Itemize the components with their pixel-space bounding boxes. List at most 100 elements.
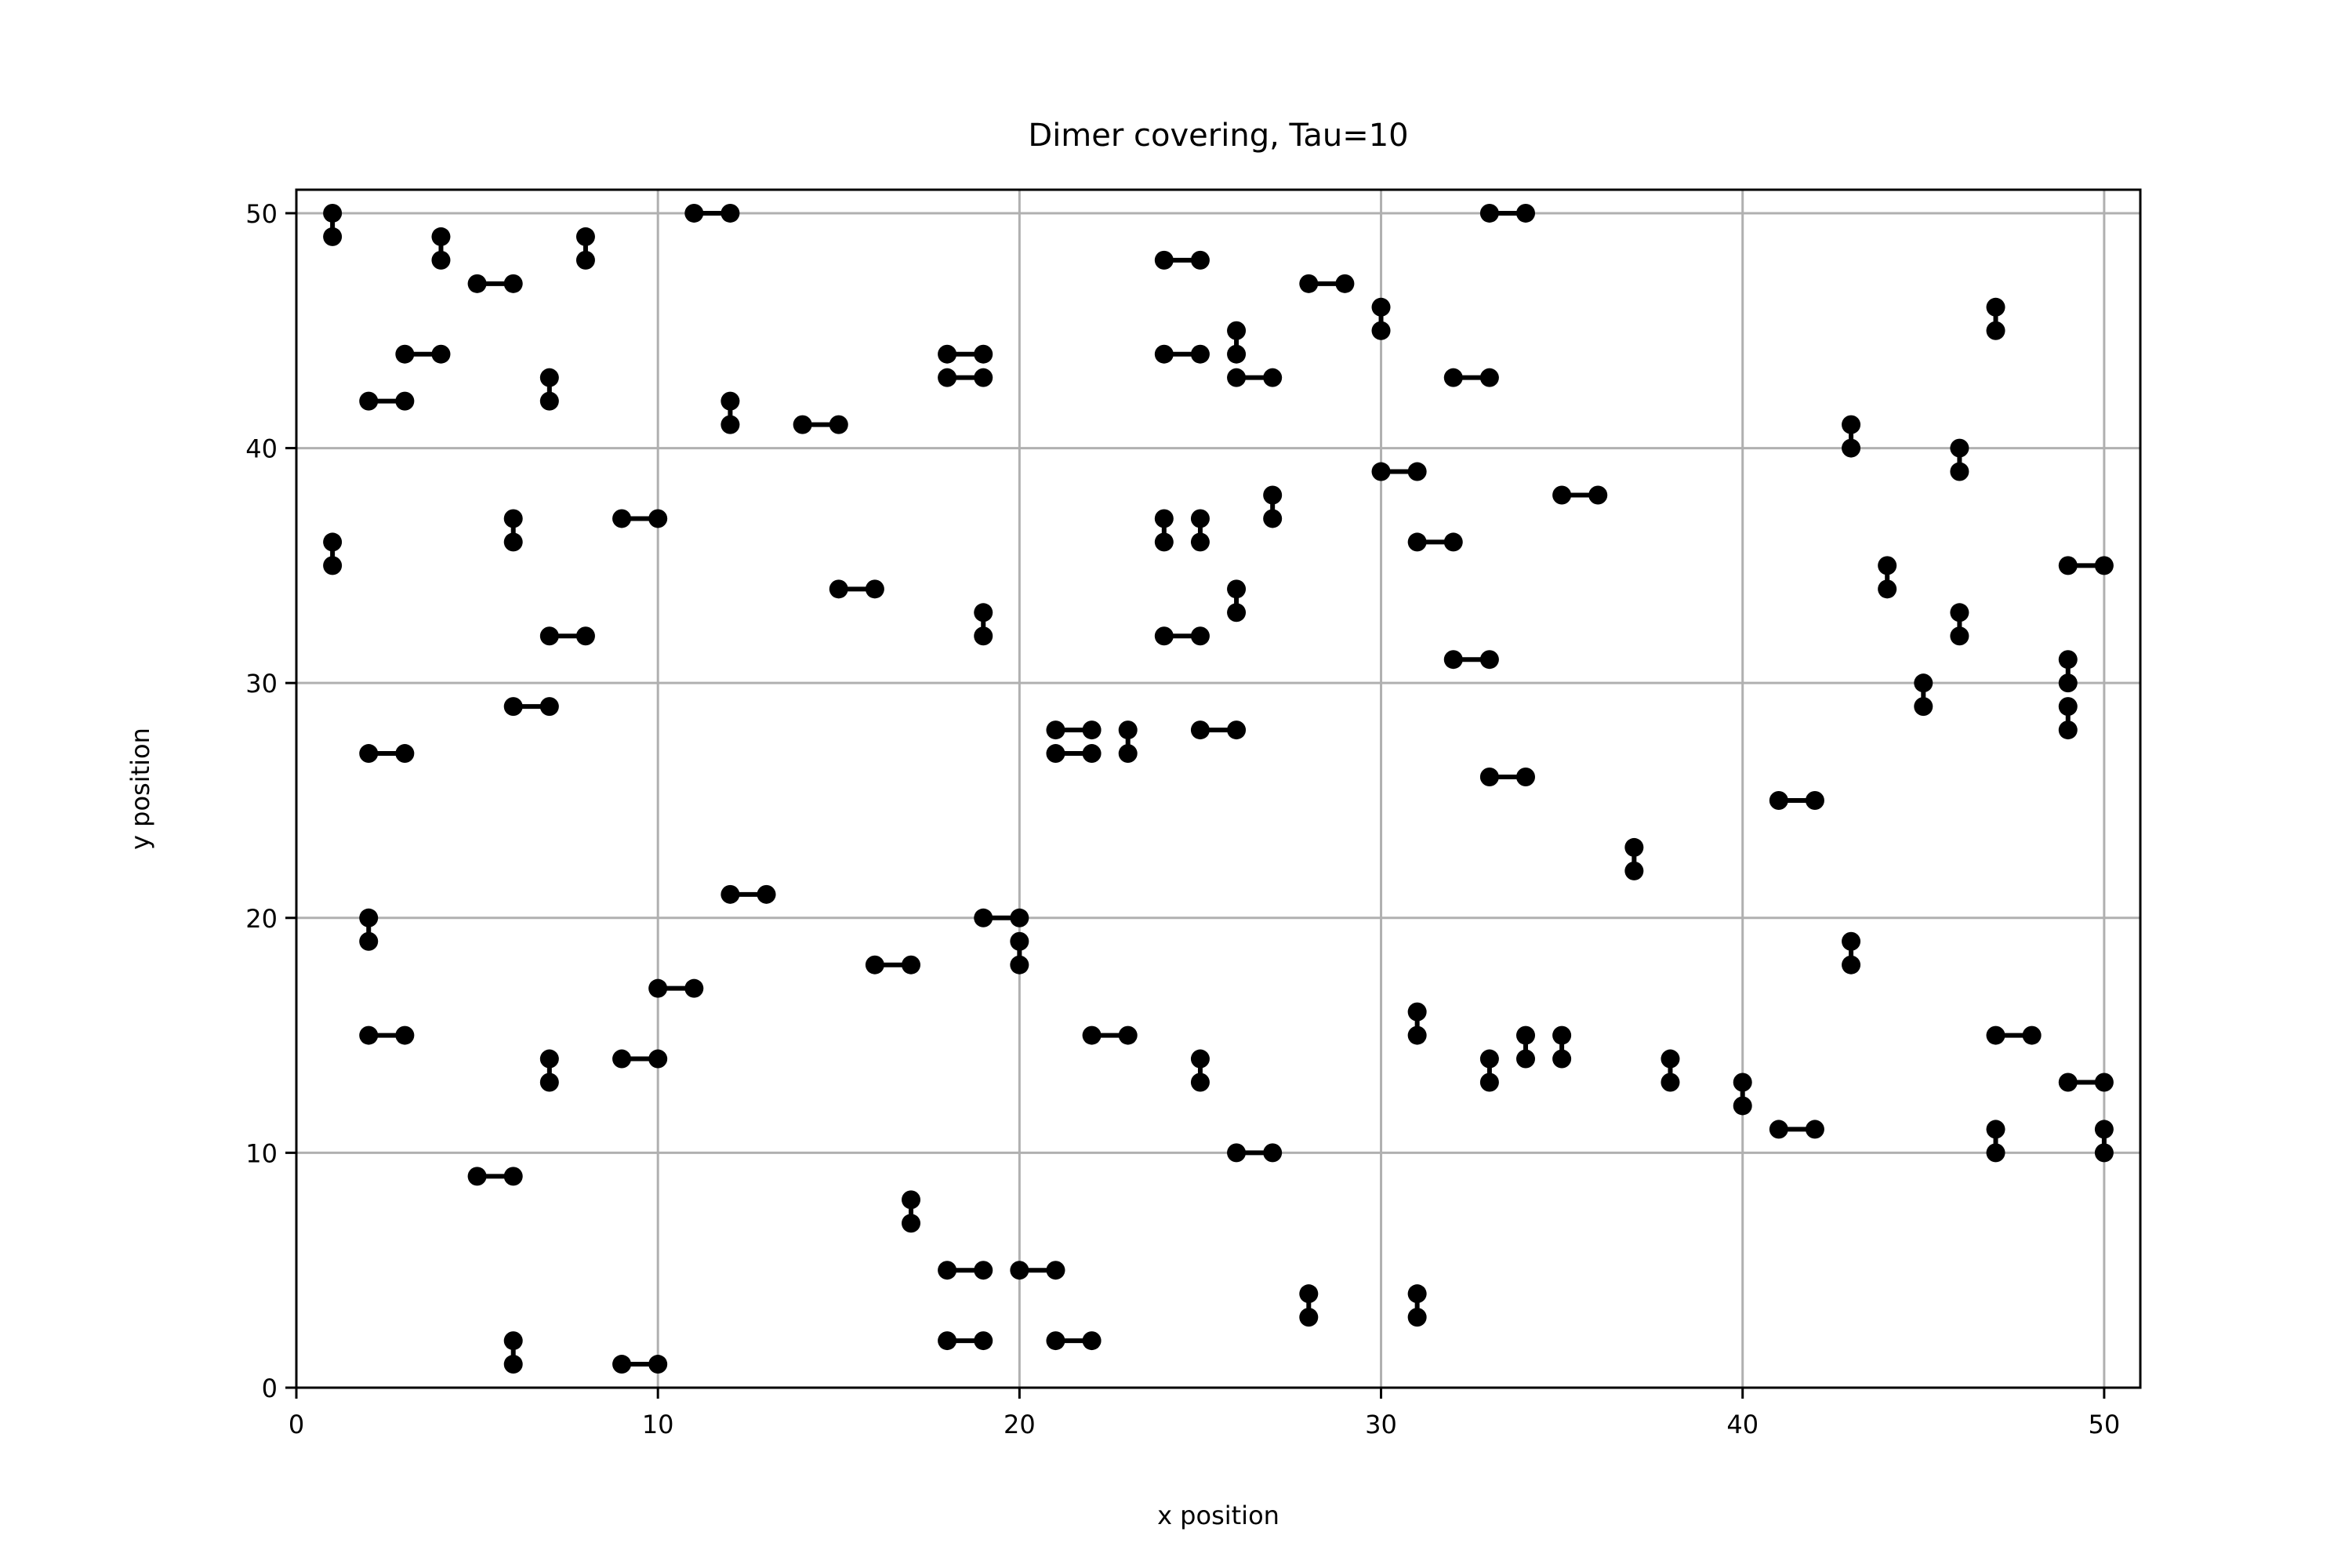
dimer-point: [1407, 532, 1427, 552]
dimer-point: [503, 274, 523, 293]
dimer-point: [2058, 697, 2078, 717]
y-tick-label: 40: [245, 434, 278, 464]
dimer-point: [359, 931, 379, 951]
dimer: [1263, 485, 1283, 528]
dimer-point: [395, 744, 415, 764]
dimer-point: [974, 1331, 993, 1351]
dimer: [974, 908, 1029, 927]
dimer-point: [974, 368, 993, 387]
dimer-point: [1227, 720, 1247, 740]
dimer-point: [1769, 790, 1788, 810]
dimer-point: [431, 344, 451, 364]
dimer: [1082, 1025, 1138, 1045]
dimer: [539, 626, 595, 646]
dimer-point: [1516, 1049, 1535, 1069]
dimer-point: [1443, 532, 1463, 552]
dimer-point: [431, 227, 451, 246]
dimer-point: [938, 344, 957, 364]
dimer-point: [1118, 1025, 1138, 1045]
dimer: [359, 908, 379, 951]
dimer: [323, 532, 343, 575]
dimer-point: [1190, 344, 1210, 364]
dimer-point: [1661, 1073, 1680, 1092]
dimer: [539, 368, 559, 411]
axis-ticks: 0 10 20 30 40 50 0 10 20 30 40 50: [245, 199, 2120, 1439]
dimer: [1950, 438, 1969, 481]
dimer-point: [1878, 579, 1897, 599]
dimer-point: [1407, 1284, 1427, 1304]
dimer-point: [829, 415, 848, 434]
dimer-point: [1190, 720, 1210, 740]
dimer-point: [793, 415, 812, 434]
dimer-point: [938, 1331, 957, 1351]
dimer-point: [1154, 509, 1174, 528]
dimer-point: [1082, 720, 1102, 740]
x-tick-label: 30: [1365, 1410, 1397, 1439]
dimer-point: [2058, 556, 2078, 575]
dimer: [323, 203, 343, 246]
x-tick-label: 20: [1004, 1410, 1036, 1439]
dimer: [720, 391, 740, 434]
dimer: [1986, 1120, 2005, 1163]
dimer-point: [1010, 931, 1029, 951]
dimer-point: [1805, 1120, 1824, 1139]
dimer-point: [503, 697, 523, 717]
dimer: [974, 603, 993, 646]
dimer: [1552, 1025, 1572, 1069]
dimer: [1227, 579, 1247, 622]
dimer-point: [323, 532, 343, 552]
dimer: [1769, 790, 1824, 810]
dimer-point: [974, 1261, 993, 1280]
dimer-point: [2058, 673, 2078, 693]
dimer-point: [1986, 1143, 2005, 1163]
dimer: [1950, 603, 1969, 646]
dimer: [793, 415, 848, 434]
dimer-point: [575, 626, 595, 646]
dimer: [1190, 1049, 1210, 1092]
dimer-point: [1661, 1049, 1680, 1069]
dimer-point: [1263, 509, 1283, 528]
dimer: [1661, 1049, 1680, 1092]
dimer-point: [539, 1073, 559, 1092]
dimer-point: [1986, 297, 2005, 317]
dimer-point: [1227, 344, 1247, 364]
dimer-point: [974, 603, 993, 622]
y-tick-label: 50: [245, 199, 278, 229]
dimer-point: [1479, 368, 1499, 387]
dimer: [1227, 368, 1283, 387]
dimer: [612, 1049, 668, 1069]
dimer: [2094, 1120, 2114, 1163]
dimer-point: [1154, 250, 1174, 270]
dimer-point: [684, 203, 704, 223]
dimer-point: [1046, 1331, 1065, 1351]
dimer-point: [1479, 768, 1499, 787]
dimer: [865, 955, 920, 975]
dimer-point: [612, 1355, 632, 1374]
dimer-point: [720, 391, 740, 411]
dimer-point: [1407, 462, 1427, 481]
dimer-point: [974, 908, 993, 927]
dimer-point: [575, 250, 595, 270]
dimer: [720, 884, 776, 904]
dimer-point: [503, 509, 523, 528]
dimer-point: [1046, 720, 1065, 740]
dimer-point: [1516, 203, 1535, 223]
dimer-point: [1371, 321, 1391, 340]
dimer-point: [503, 1355, 523, 1374]
dimer-point: [359, 908, 379, 927]
dimer-point: [1227, 321, 1247, 340]
dimer-point: [539, 697, 559, 717]
dimer: [1190, 509, 1210, 552]
dimer: [1407, 1284, 1427, 1327]
dimer-point: [2058, 720, 2078, 740]
dimer-point: [612, 1049, 632, 1069]
dimer: [1046, 1331, 1102, 1351]
y-tick-label: 10: [245, 1138, 278, 1168]
dimer-point: [539, 1049, 559, 1069]
dimer-point: [1190, 1073, 1210, 1092]
dimer: [1190, 720, 1247, 740]
dimer-point: [974, 626, 993, 646]
dimer-point: [503, 532, 523, 552]
dimer: [2058, 1073, 2114, 1092]
